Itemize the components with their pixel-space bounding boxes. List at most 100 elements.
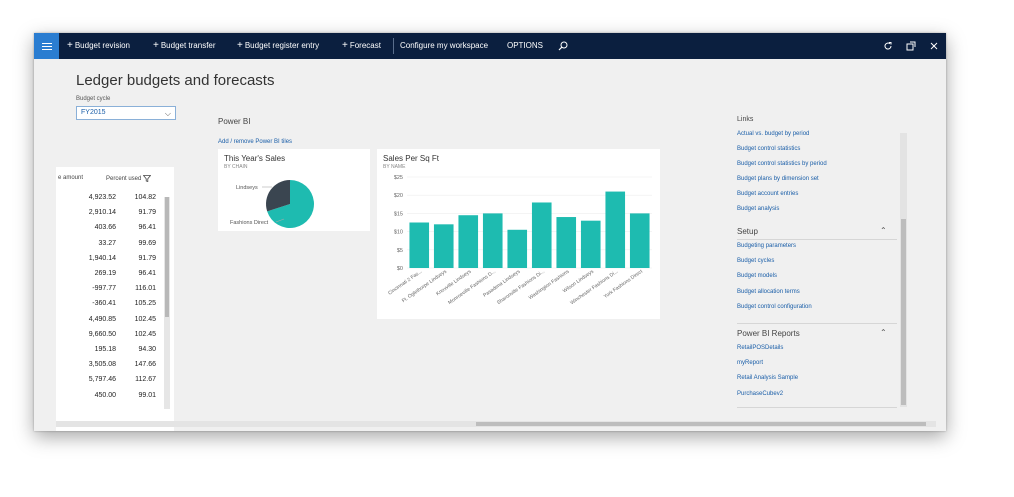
setup-section-title[interactable]: Setup: [737, 227, 758, 236]
bar[interactable]: [556, 217, 577, 268]
table-row[interactable]: 4,490.85 102.45: [56, 316, 166, 331]
x-category-label: Winchester Fashions Di...: [569, 269, 619, 307]
power-bi-report-link[interactable]: PurchaseCubev2: [737, 390, 784, 397]
budget-revision-label: Budget revision: [74, 41, 130, 50]
add-remove-tiles-link[interactable]: Add / remove Power BI tiles: [218, 139, 293, 145]
percent-used-label: Percent used: [106, 176, 142, 183]
links-scrollbar[interactable]: [900, 133, 907, 407]
menu-icon[interactable]: [34, 33, 59, 59]
links-scrollbar-thumb[interactable]: [901, 219, 906, 405]
table-row[interactable]: -360.41 105.25: [56, 300, 166, 315]
horizontal-scrollbar-thumb[interactable]: [476, 422, 926, 426]
setup-link[interactable]: Budget models: [737, 273, 778, 280]
links-item[interactable]: Budget account entries: [737, 191, 799, 197]
bar[interactable]: [433, 224, 454, 268]
percent-used-cell: 96.41: [138, 224, 156, 232]
configure-workspace-button[interactable]: Configure my workspace: [400, 41, 489, 50]
forecast-button[interactable]: + Forecast: [342, 40, 381, 51]
power-bi-report-link[interactable]: myReport: [737, 360, 764, 367]
popout-icon[interactable]: [906, 33, 916, 59]
percent-used-cell: 91.79: [138, 254, 156, 262]
column-header-percent-used[interactable]: Percent used: [106, 175, 152, 183]
amount-cell: 1,940.14: [88, 254, 116, 262]
setup-chevron-up-icon[interactable]: ⌃: [880, 226, 887, 235]
links-item[interactable]: Budget control statistics by period: [737, 161, 827, 167]
close-icon[interactable]: [929, 33, 939, 59]
setup-link[interactable]: Budgeting parameters: [737, 243, 797, 249]
table-row[interactable]: -997.77 116.01: [56, 285, 166, 300]
amount-cell: 403.66: [94, 224, 116, 232]
budget-cycle-select[interactable]: FY2015 ⌵: [76, 106, 176, 120]
bar[interactable]: [409, 222, 430, 269]
bar[interactable]: [507, 229, 528, 268]
pie-slice[interactable]: [267, 180, 314, 228]
y-tick-label: $0: [397, 266, 403, 272]
filter-icon[interactable]: [142, 175, 152, 183]
x-category-label: Ft. Oglethorpe Lindseys: [401, 268, 448, 304]
sales-tile-subtitle: BY CHAIN: [224, 164, 248, 170]
table-row[interactable]: 3,505.08 147.66: [56, 361, 166, 376]
setup-link[interactable]: Budget cycles: [737, 258, 775, 265]
table-row[interactable]: 4,923.52 104.82: [56, 194, 166, 209]
bar[interactable]: [458, 215, 479, 268]
table-row[interactable]: 403.66 96.41: [56, 224, 166, 239]
budget-register-entry-label: Budget register entry: [244, 41, 320, 50]
budget-cycle-label: Budget cycle: [76, 96, 111, 102]
links-item[interactable]: Actual vs. budget by period: [737, 131, 810, 137]
budget-revision-button[interactable]: + Budget revision: [67, 40, 130, 51]
options-button[interactable]: OPTIONS: [507, 41, 544, 50]
table-row[interactable]: 269.19 96.41: [56, 270, 166, 285]
power-bi-report-link[interactable]: RetailPOSDetails: [737, 345, 784, 351]
table-row[interactable]: 2,910.14 91.79: [56, 209, 166, 224]
refresh-icon[interactable]: [883, 33, 893, 59]
budget-register-entry-button[interactable]: + Budget register entry: [237, 40, 320, 51]
table-row[interactable]: 195.18 94.30: [56, 346, 166, 361]
bar[interactable]: [580, 220, 601, 268]
sqft-tile-subtitle: BY NAME: [383, 164, 406, 170]
links-title: Links: [737, 116, 754, 123]
bar[interactable]: [482, 213, 503, 268]
setup-link[interactable]: Budget control configuration: [737, 303, 812, 310]
search-icon[interactable]: [558, 33, 568, 59]
table-row[interactable]: 5,797.46 112.67: [56, 376, 166, 391]
page-title: Ledger budgets and forecasts: [76, 72, 275, 89]
reports-divider: [737, 323, 897, 324]
setup-link[interactable]: Budget allocation terms: [737, 288, 800, 295]
column-header-amount[interactable]: e amount: [58, 175, 84, 181]
reports-chevron-up-icon[interactable]: ⌃: [880, 328, 887, 337]
budget-transfer-button[interactable]: + Budget transfer: [153, 40, 216, 51]
sales-tile[interactable]: This Year's Sales BY CHAIN Lindseys Fash…: [218, 149, 370, 231]
table-row[interactable]: 9,660.50 102.45: [56, 331, 166, 346]
links-item[interactable]: Budget analysis: [737, 206, 780, 212]
links-item[interactable]: Budget plans by dimension set: [737, 176, 819, 182]
bar[interactable]: [629, 213, 650, 268]
amount-cell: 269.19: [94, 270, 116, 277]
sqft-tile-title: Sales Per Sq Ft: [383, 154, 440, 163]
forecast-label: Forecast: [349, 41, 381, 50]
links-item[interactable]: Budget control statistics: [737, 146, 801, 152]
y-tick-label: $20: [394, 193, 403, 199]
x-category-label: Monroeville Fashions D...: [447, 269, 497, 306]
bar[interactable]: [531, 202, 552, 268]
percent-used-cell: 116.01: [135, 285, 156, 293]
percent-used-cell: 99.69: [138, 239, 156, 247]
budget-grid: e amount Percent used 4,923.52 104.82 2,91…: [56, 167, 174, 431]
bar[interactable]: [605, 191, 626, 268]
sales-per-sqft-tile[interactable]: Sales Per Sq Ft BY NAME $0 $5 $10 $15 $20 $25…: [377, 149, 660, 319]
table-row[interactable]: 1,940.14 91.79: [56, 255, 166, 270]
horizontal-scrollbar[interactable]: [56, 421, 936, 427]
table-row[interactable]: 450.00 99.01: [56, 392, 166, 407]
grid-scrollbar-thumb[interactable]: [165, 197, 169, 317]
table-row[interactable]: 33.27 99.69: [56, 240, 166, 255]
y-tick-label: $10: [394, 230, 403, 236]
percent-used-cell: 102.45: [134, 330, 156, 338]
pie-slice[interactable]: [266, 180, 290, 212]
amount-cell: 4,490.85: [88, 315, 116, 323]
amount-cell: 9,660.50: [88, 330, 116, 338]
amount-cell: 5,797.46: [88, 376, 116, 384]
amount-cell: -997.77: [92, 285, 116, 293]
power-bi-report-link[interactable]: Retail Analysis Sample: [737, 375, 799, 382]
power-bi-reports-title[interactable]: Power BI Reports: [737, 329, 800, 338]
grid-scrollbar[interactable]: [164, 197, 170, 409]
